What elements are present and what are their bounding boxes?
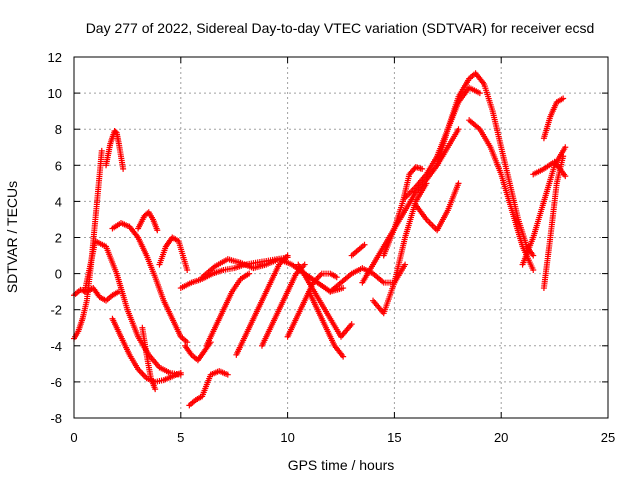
data-point	[402, 261, 409, 268]
y-tick-label: 6	[55, 158, 62, 173]
x-tick-labels: 0 5 10 15 20 25	[70, 430, 615, 445]
data-point	[177, 369, 184, 376]
series-arc-8	[139, 324, 159, 393]
series-arc-7	[135, 209, 161, 234]
y-tick-label: 0	[55, 267, 62, 282]
y-axis-label: SDTVAR / TECUs	[4, 181, 20, 293]
data-point	[530, 252, 537, 259]
series-arc-30	[540, 153, 567, 292]
data-point	[224, 371, 231, 378]
data-point	[560, 153, 567, 160]
series-arc-11	[186, 368, 231, 409]
data-point	[476, 90, 483, 97]
data-point	[154, 227, 161, 234]
data-point	[301, 261, 308, 268]
data-point	[120, 165, 127, 172]
y-tick-label: 12	[48, 50, 62, 65]
data-point	[423, 180, 430, 187]
y-tick-label: -6	[50, 375, 62, 390]
x-axis-label: GPS time / hours	[288, 457, 395, 473]
data-point	[246, 270, 253, 277]
data-point	[98, 147, 105, 154]
series-arc-23	[380, 164, 426, 259]
y-tick-labels: -8 -6 -4 -2 0 2 4 6 8 10 12	[48, 50, 62, 426]
series-arc-18	[295, 261, 355, 340]
data-point	[455, 180, 462, 187]
x-tick-label: 15	[387, 430, 401, 445]
y-tick-label: 4	[55, 194, 62, 209]
series-arc-24	[370, 180, 430, 317]
data-point	[562, 144, 569, 151]
y-tick-label: 2	[55, 231, 62, 246]
data-point	[333, 274, 340, 281]
series-arc-26	[412, 180, 462, 234]
data-points	[71, 70, 569, 409]
data-point	[361, 241, 368, 248]
plot-frame	[73, 56, 609, 419]
series-arc-28	[466, 117, 537, 273]
x-tick-label: 20	[494, 430, 508, 445]
data-point	[348, 321, 355, 328]
series-arc-9	[156, 234, 191, 273]
data-point	[152, 386, 159, 393]
data-point	[284, 252, 291, 259]
chart-title: Day 277 of 2022, Sidereal Day-to-day VTE…	[86, 20, 595, 36]
data-point	[419, 165, 426, 172]
data-point	[184, 266, 191, 273]
y-tick-label: -2	[50, 303, 62, 318]
series-arc-14	[203, 270, 253, 349]
data-point	[562, 173, 569, 180]
series-arc-25	[402, 84, 483, 201]
grid	[74, 57, 608, 418]
y-tick-label: 8	[55, 122, 62, 137]
y-tick-label: -8	[50, 411, 62, 426]
series-arc-32	[530, 158, 569, 180]
data-point	[184, 339, 191, 346]
series-arc-5	[109, 220, 191, 346]
y-tick-label: 10	[48, 86, 62, 101]
series-arc-16	[258, 261, 308, 349]
series-arc-19	[305, 288, 347, 360]
series-arc-3	[103, 128, 127, 172]
series-arc-29	[519, 144, 569, 268]
data-point	[340, 285, 347, 292]
series-arc-15	[233, 252, 291, 358]
series-arc-21	[348, 241, 368, 259]
x-tick-label: 0	[70, 430, 77, 445]
series-arc-20	[327, 261, 409, 295]
x-tick-label: 10	[280, 430, 294, 445]
data-point	[530, 266, 537, 273]
x-tick-label: 5	[177, 430, 184, 445]
x-tick-label: 25	[601, 430, 615, 445]
y-tick-label: -4	[50, 339, 62, 354]
data-point	[455, 126, 462, 133]
data-point	[340, 353, 347, 360]
series-arc-31	[540, 95, 567, 142]
data-point	[560, 95, 567, 102]
